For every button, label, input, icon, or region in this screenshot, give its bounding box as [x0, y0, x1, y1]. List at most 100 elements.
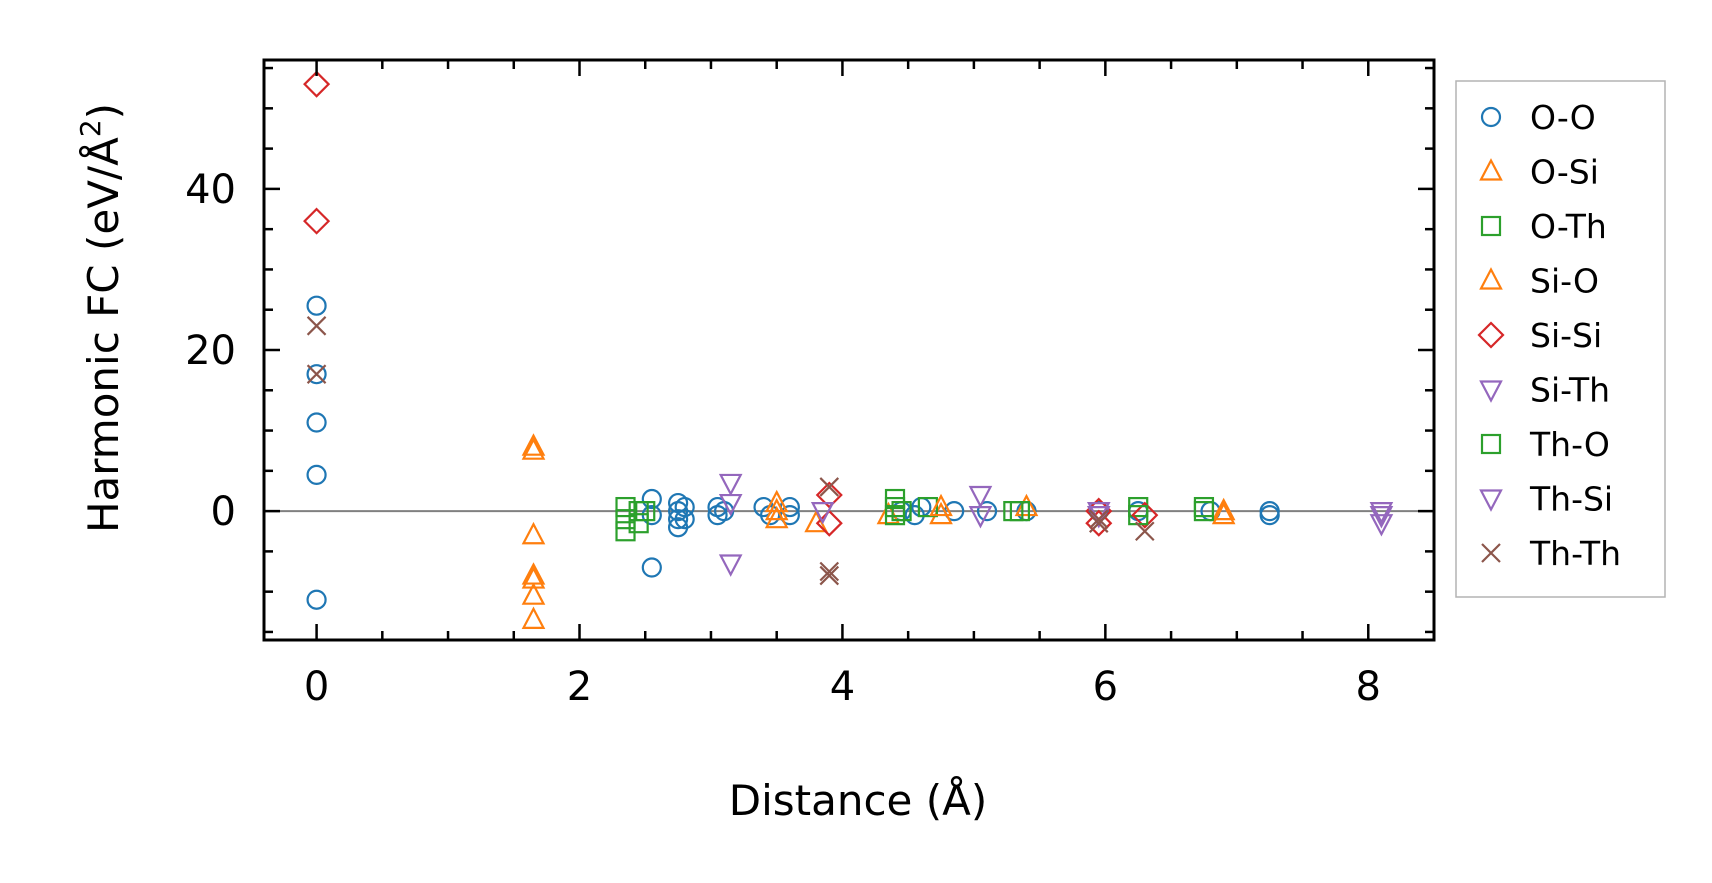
data-point [303, 207, 331, 235]
y-axis-title: Harmonic FC (eV/Å2) [74, 103, 128, 533]
series-si-th [718, 473, 1394, 577]
x-tick-label: 0 [304, 664, 329, 710]
legend-entry-o-o: O-O [1480, 98, 1596, 137]
data-point [815, 481, 843, 509]
axis-ticks-layer [264, 60, 1436, 640]
data-point [306, 589, 327, 610]
data-point [976, 501, 998, 522]
data-point [521, 606, 546, 629]
legend-entry-si-si: Si-Si [1477, 316, 1602, 355]
x-axis-title: Distance (Å) [729, 775, 988, 825]
legend-label: Th-Th [1529, 534, 1621, 573]
series-o-o [306, 295, 1280, 610]
data-point [1193, 496, 1215, 518]
legend-marker [1480, 433, 1502, 455]
data-point [1085, 509, 1113, 537]
data-point [628, 513, 649, 534]
data-point [635, 501, 656, 522]
data-point [306, 364, 327, 385]
data-point [718, 493, 743, 517]
data-point [1211, 501, 1236, 525]
legend-entry-si-o: Si-O [1479, 262, 1599, 301]
y-axis-title-close: ) [79, 103, 128, 119]
legend-marker [1479, 380, 1503, 403]
y-tick-label: 0 [211, 489, 236, 535]
data-point [306, 364, 327, 384]
series-si-o [764, 493, 1236, 525]
data-point [764, 489, 789, 513]
y-axis-title-superscript: 2 [74, 119, 107, 137]
legend-label: Si-Si [1530, 316, 1602, 355]
series-o-th [615, 488, 1215, 542]
legend-marker [1477, 321, 1505, 349]
data-point [819, 561, 840, 582]
data-point [810, 502, 835, 525]
data-point [718, 473, 743, 497]
series-th-o [635, 496, 1215, 526]
data-point [1369, 502, 1394, 525]
data-point [1089, 509, 1109, 529]
x-tick-label: 8 [1356, 664, 1381, 710]
data-point [521, 521, 546, 545]
x-tick-labels: 0 2 4 6 8 [304, 664, 1381, 710]
legend-entry-o-th: O-Th [1480, 207, 1607, 246]
legend-label: O-Th [1530, 207, 1607, 246]
legend-marker [1480, 106, 1502, 128]
data-points-layer [303, 70, 1394, 629]
data-point [819, 477, 840, 497]
x-tick-label: 4 [830, 664, 855, 710]
legend-label: Si-O [1530, 262, 1599, 301]
legend-entry-si-th: Si-Th [1479, 371, 1610, 410]
plot-area-frame [262, 58, 1436, 642]
data-point [1135, 521, 1155, 542]
data-point [306, 464, 327, 485]
data-point [641, 488, 662, 510]
data-point [668, 509, 689, 530]
legend-marker [1479, 158, 1503, 181]
data-point [1009, 501, 1030, 522]
data-point [1259, 505, 1280, 526]
data-point [521, 437, 546, 460]
data-point [1369, 514, 1394, 537]
legend-label: O-Si [1530, 153, 1599, 192]
y-tick-label: 20 [185, 328, 236, 374]
legend-entry-th-si: Th-Si [1479, 480, 1613, 519]
y-tick-label: 40 [185, 167, 236, 213]
data-point [674, 509, 695, 530]
data-point [819, 565, 840, 586]
data-point [968, 485, 993, 509]
data-point [306, 316, 327, 336]
x-tick-label: 2 [567, 664, 592, 710]
data-point [968, 506, 993, 529]
data-point [718, 554, 743, 577]
legend-entry-th-th: Th-Th [1481, 534, 1621, 573]
data-point [641, 557, 662, 578]
data-point [1211, 497, 1236, 521]
data-point [929, 493, 953, 517]
legend-label: Th-Si [1529, 480, 1613, 519]
data-point [306, 295, 327, 316]
legend-marker [1479, 267, 1503, 290]
y-axis-title-group: Harmonic FC (eV/Å2) [74, 103, 128, 533]
series-th-th [306, 316, 1155, 586]
data-point [929, 501, 953, 525]
data-point [521, 582, 546, 605]
data-point [917, 496, 938, 518]
data-point [306, 412, 327, 433]
data-point [521, 566, 546, 589]
data-point [615, 496, 636, 518]
legend-label: Si-Th [1530, 371, 1610, 410]
data-point [1089, 513, 1109, 533]
legend-marker [1480, 215, 1502, 237]
legend-entry-th-o: Th-O [1480, 425, 1610, 464]
data-point [764, 497, 789, 521]
data-point [674, 496, 695, 518]
data-point [891, 501, 912, 522]
legend: O-O O-Si O-Th Si-O Si-Si Si-Th Th-O Th-Si Th-Th [1455, 80, 1666, 598]
y-tick-labels: 0 20 40 [185, 167, 236, 535]
x-tick-label: 6 [1093, 664, 1118, 710]
data-point [1369, 506, 1394, 529]
series-si-si [303, 70, 1159, 537]
data-point [521, 433, 546, 456]
